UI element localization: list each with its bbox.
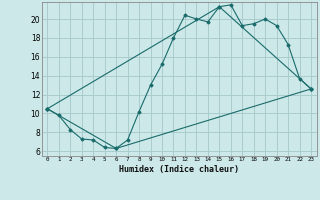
X-axis label: Humidex (Indice chaleur): Humidex (Indice chaleur)	[119, 165, 239, 174]
